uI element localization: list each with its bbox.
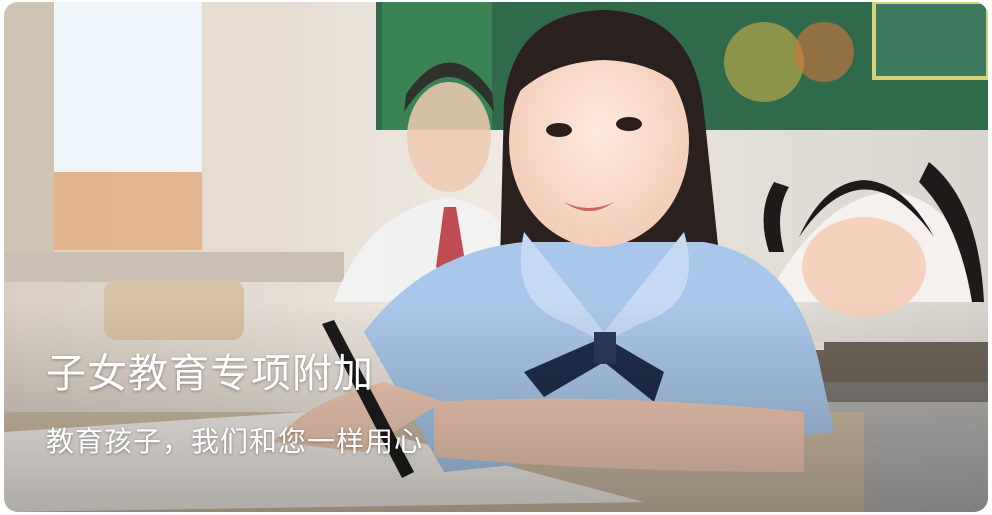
- banner-subtitle: 教育孩子，我们和您一样用心: [46, 425, 424, 458]
- banner-caption: 子女教育专项附加 教育孩子，我们和您一样用心: [46, 348, 423, 460]
- desk-left: [4, 252, 344, 282]
- promo-banner[interactable]: 子女教育专项附加 教育孩子，我们和您一样用心: [4, 2, 988, 512]
- face: [509, 37, 689, 247]
- banner-title: 子女教育专项附加: [46, 351, 374, 397]
- window: [52, 2, 202, 172]
- classroom-photo: [4, 2, 988, 512]
